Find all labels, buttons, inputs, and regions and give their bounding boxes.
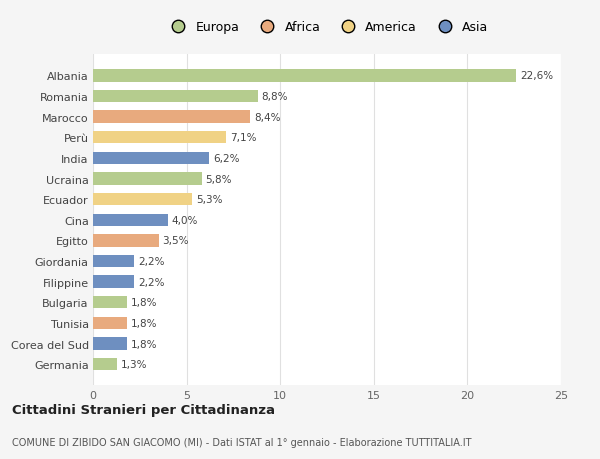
Text: 4,0%: 4,0% [172,215,198,225]
Bar [93,70,516,83]
Bar [93,255,134,268]
Text: 8,4%: 8,4% [254,112,280,123]
Legend: Europa, Africa, America, Asia: Europa, Africa, America, Asia [161,16,493,39]
Text: 1,8%: 1,8% [130,297,157,308]
Text: COMUNE DI ZIBIDO SAN GIACOMO (MI) - Dati ISTAT al 1° gennaio - Elaborazione TUTT: COMUNE DI ZIBIDO SAN GIACOMO (MI) - Dati… [12,437,472,447]
Text: 1,8%: 1,8% [130,318,157,328]
Bar [93,214,168,226]
Text: 1,3%: 1,3% [121,359,148,369]
Text: 8,8%: 8,8% [262,92,288,102]
Bar [93,297,127,309]
Bar [93,235,158,247]
Bar [93,173,202,185]
Bar [93,91,258,103]
Text: Cittadini Stranieri per Cittadinanza: Cittadini Stranieri per Cittadinanza [12,403,275,416]
Text: 22,6%: 22,6% [520,71,553,81]
Text: 1,8%: 1,8% [130,339,157,349]
Text: 7,1%: 7,1% [230,133,256,143]
Bar [93,338,127,350]
Text: 5,8%: 5,8% [205,174,232,184]
Bar [93,152,209,165]
Bar [93,194,192,206]
Text: 2,2%: 2,2% [138,277,164,287]
Bar [93,317,127,330]
Text: 3,5%: 3,5% [162,236,189,246]
Bar [93,111,250,123]
Bar [93,276,134,288]
Bar [93,132,226,144]
Text: 6,2%: 6,2% [213,154,239,163]
Bar [93,358,118,370]
Text: 5,3%: 5,3% [196,195,223,205]
Text: 2,2%: 2,2% [138,257,164,267]
